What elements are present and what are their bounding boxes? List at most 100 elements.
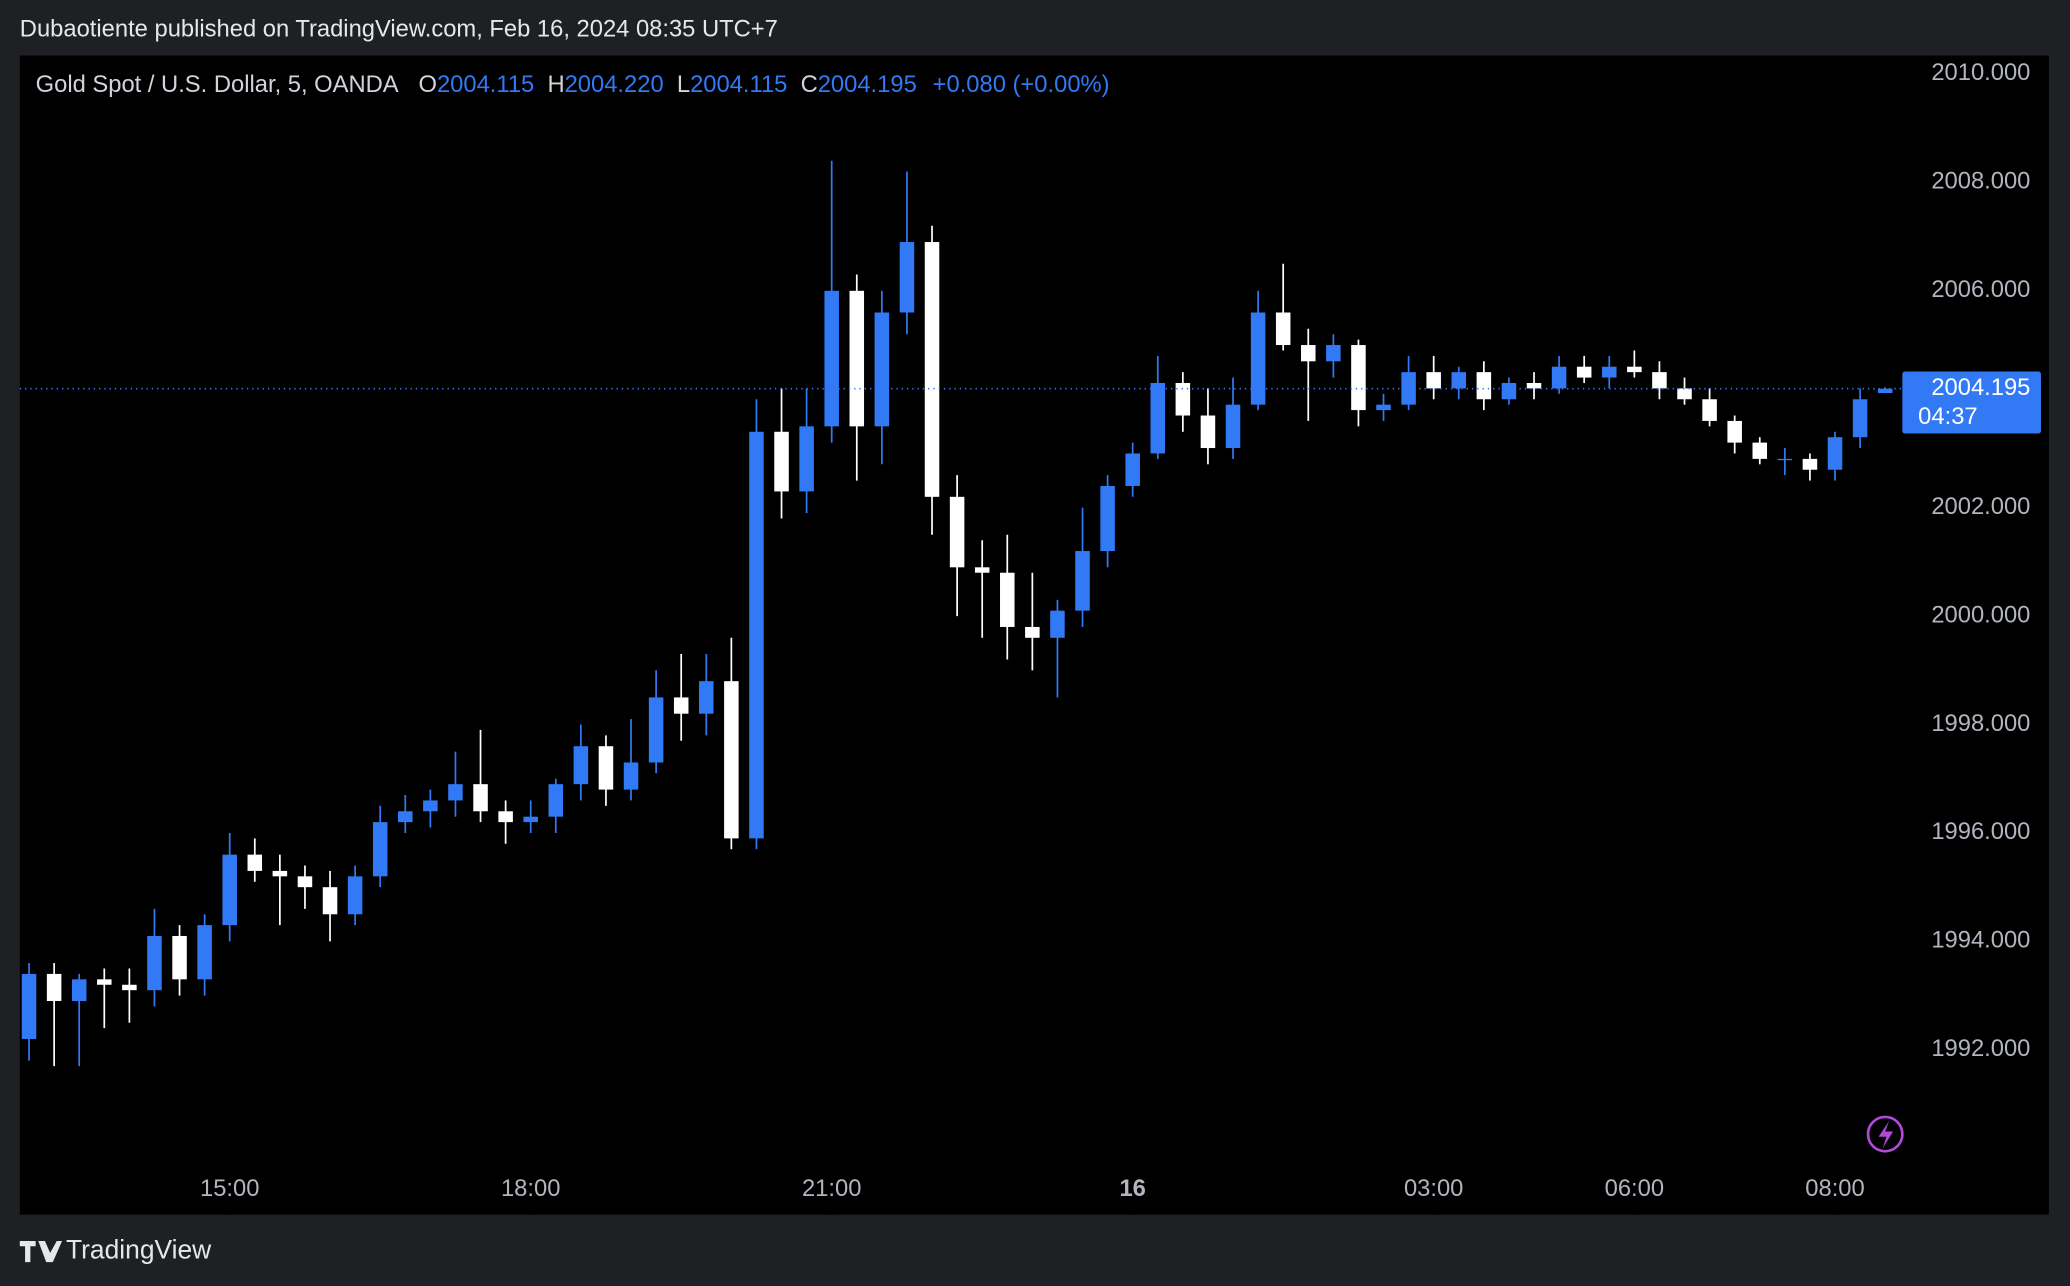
candle-body [1627,366,1642,373]
candle-body [1275,312,1291,346]
candle-body [322,887,338,915]
candle-body [297,876,313,888]
candle-body [623,762,639,790]
countdown: 04:37 [1918,403,1977,430]
candle-body [172,935,187,980]
candle-body [1376,404,1391,411]
y-tick-label: 2002.000 [1931,493,2030,520]
legend-key: O [418,71,436,98]
plot: 1992.000 1994.000 1996.000 1998.000 2000.000… [19,59,2041,1215]
x-tick-label: 15:00 [200,1175,259,1202]
candle-body [699,681,714,714]
candle-body [1476,372,1492,400]
legend-key: H [547,71,564,98]
candle-body [448,784,463,801]
candle-body [1551,366,1567,389]
candle-body [1175,382,1191,416]
candle-body [1702,399,1717,421]
y-tick-label: 2010.000 [1931,59,2030,86]
brand-name: TradingView [66,1235,212,1265]
brand: TradingView [19,1235,212,1265]
candle-body [1250,312,1266,405]
candle-body [197,925,212,980]
candle-body [46,973,62,1002]
candle-body [749,431,764,839]
candle-body [899,242,915,313]
icon-bolt [1878,1120,1894,1149]
candle-body [1351,345,1366,411]
candle-body [21,973,37,1039]
candle-body [1602,366,1617,378]
candle-body [1852,399,1868,438]
publisher-line: Dubaotiente published on TradingView.com… [20,16,778,43]
candle-body [924,242,940,497]
x-tick-label: 16 [1119,1175,1145,1202]
candle-body [1100,485,1115,552]
candle-body [1877,388,1893,394]
legend-change: +0.080 (+0.00%) [933,71,1110,98]
candle-body [71,979,87,1002]
candle-body [398,811,413,823]
candle-body [222,854,237,926]
candle-body [598,746,614,790]
candle-body [347,876,363,915]
x-tick-label: 21:00 [802,1175,861,1202]
y-tick-label: 1998.000 [1931,710,2030,737]
candle-body [974,567,990,573]
chart-title: Gold Spot / U.S. Dollar, 5, OANDA [36,71,399,98]
candle-body [272,870,288,877]
y-tick-label: 2008.000 [1931,168,2030,195]
candle-body [1727,420,1742,443]
candle-body [774,431,789,492]
y-tick-label: 1994.000 [1931,927,2030,954]
candle-body [1301,345,1316,362]
candle-body [1752,442,1768,459]
candle-body [949,496,965,568]
candle-body [97,979,112,985]
icon-ring [1866,1115,1904,1153]
x-tick-label: 06:00 [1605,1175,1664,1202]
y-tick-label: 2000.000 [1931,601,2030,628]
candle-body [147,935,162,991]
y-tick-label: 2006.000 [1931,276,2030,303]
candle-body [523,816,538,823]
candle-body [874,312,890,427]
candle-body [1652,372,1667,389]
candle-body [1501,382,1517,400]
candle-body [1777,458,1793,461]
y-tick-label: 1996.000 [1931,818,2030,845]
candle-body [247,854,263,871]
last-price-box [1902,371,2041,434]
legend-value: 2004.220 [565,71,664,98]
candle-body [1526,382,1542,389]
legend-value: 2004.115 [437,71,534,98]
candle-body [1451,372,1467,389]
last-price-label: 2004.195 [1931,374,2030,401]
candle-body [473,784,488,812]
candle-body [1576,366,1592,378]
candle-body [573,746,589,785]
candle-body [1326,345,1341,362]
candle-body [673,697,689,714]
candle-body [548,784,564,817]
y-tick-label: 1992.000 [1931,1035,2030,1062]
candle-body [122,984,137,991]
lightning-icon [1866,1115,1904,1153]
candle-body [1426,372,1441,389]
candle-body [1225,404,1241,449]
legend-key: L [677,71,690,98]
legend-key: C [801,71,818,98]
candle-body [423,800,438,812]
brand-logo [19,1241,63,1263]
candle-body [372,822,388,877]
candle-body [824,290,839,427]
candle-body [498,811,513,823]
legend-line: Gold Spot / U.S. Dollar, 5, OANDA O2004.… [36,71,1110,98]
candle-body [1802,458,1818,470]
candle-body [1025,626,1040,638]
x-tick-label: 08:00 [1805,1175,1864,1202]
candle-body [1827,437,1843,470]
candle-body [648,697,664,763]
candle-body [799,426,814,492]
x-tick-label: 03:00 [1404,1175,1463,1202]
